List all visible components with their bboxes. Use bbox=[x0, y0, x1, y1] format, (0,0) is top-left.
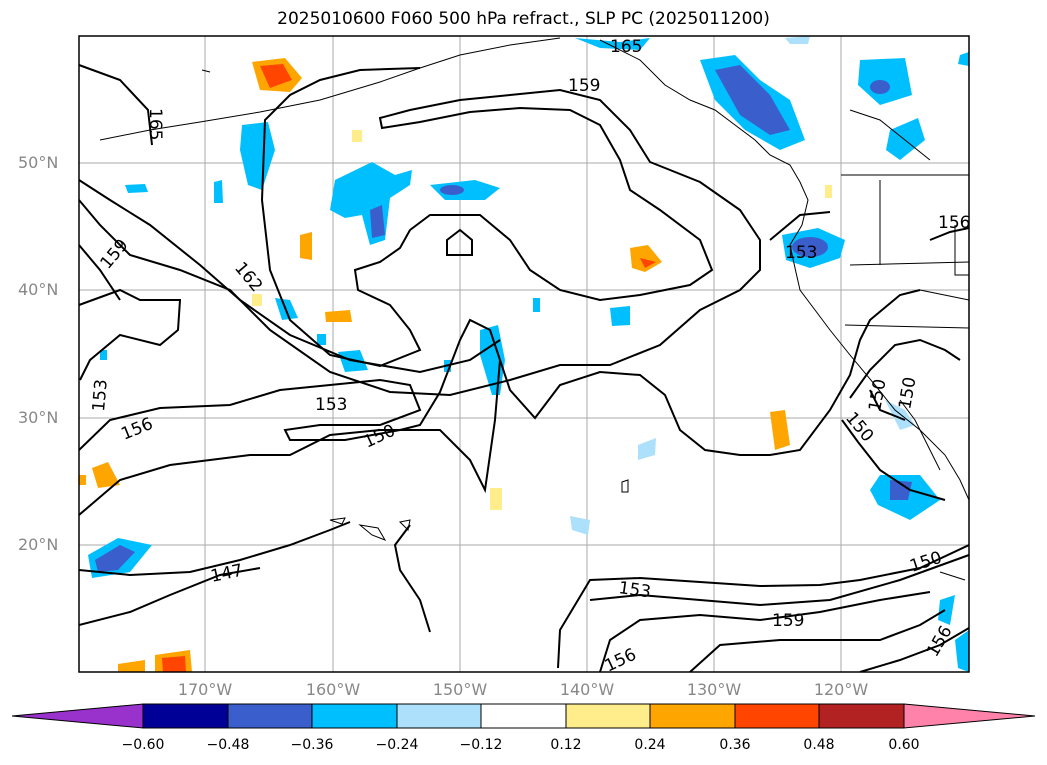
contour-label: 150 bbox=[895, 375, 920, 410]
anomaly-negative-region bbox=[886, 118, 925, 160]
colorbar-bin bbox=[311, 703, 398, 729]
anomaly-positive-region bbox=[92, 462, 120, 488]
anomaly-negative-region bbox=[938, 595, 955, 625]
anomaly-negative-region bbox=[870, 80, 890, 94]
colorbar-bin bbox=[142, 703, 229, 729]
colorbar-tick-label: 0.36 bbox=[719, 737, 751, 753]
anomaly-negative-region bbox=[330, 162, 412, 245]
islands bbox=[201, 69, 966, 581]
colorbar-tick-label: 0.48 bbox=[803, 737, 835, 753]
contour-label: 153 bbox=[315, 395, 347, 415]
anomaly-negative-region bbox=[100, 350, 107, 360]
contour-labels: 165 165 159 162 159 153 156 153 150 147 … bbox=[89, 37, 970, 677]
anomaly-positive-region bbox=[162, 656, 186, 672]
colorbar-bin bbox=[565, 703, 651, 729]
anomaly-positive-region bbox=[252, 294, 262, 306]
anomaly-negative-region bbox=[440, 185, 464, 195]
anomaly-negative-region bbox=[785, 36, 810, 44]
anomaly-negative-region bbox=[958, 52, 969, 66]
lon-label: 150°W bbox=[432, 680, 488, 699]
lat-label: 20°N bbox=[18, 535, 59, 554]
anomaly-negative-region bbox=[533, 298, 540, 312]
colorbar-bin bbox=[649, 703, 736, 729]
contour-label: 165 bbox=[145, 108, 165, 140]
contour-label: 150 bbox=[865, 377, 890, 412]
contour-label: 159 bbox=[772, 611, 804, 631]
colorbar bbox=[11, 703, 1036, 729]
gridlines bbox=[79, 36, 969, 672]
anomaly-positive-region bbox=[490, 488, 502, 510]
contour-label: 150 bbox=[841, 408, 877, 446]
contour-label: 165 bbox=[610, 37, 642, 57]
anomaly-positive-region bbox=[630, 245, 662, 272]
contour-label: 153 bbox=[785, 243, 817, 263]
anomaly-negative-region bbox=[575, 38, 650, 50]
anomaly-positive-region bbox=[640, 258, 656, 268]
colorbar-tick-label: −0.60 bbox=[121, 737, 165, 753]
colorbar-bin bbox=[818, 703, 905, 729]
colorbar-tick-label: 0.12 bbox=[550, 737, 582, 753]
contour-label: 150 bbox=[907, 548, 944, 577]
map-frame bbox=[78, 35, 970, 673]
anomaly-negative-region bbox=[370, 205, 385, 238]
contour-label: 159 bbox=[97, 235, 133, 273]
colorbar-bin bbox=[227, 703, 313, 729]
anomaly-fills bbox=[79, 36, 969, 672]
lon-label: 130°W bbox=[686, 680, 742, 699]
colorbar-tick-label: −0.24 bbox=[375, 737, 419, 753]
anomaly-negative-region bbox=[430, 180, 500, 200]
lon-label: 120°W bbox=[813, 680, 869, 699]
anomaly-positive-region bbox=[300, 232, 312, 260]
colorbar-tick-label: −0.48 bbox=[206, 737, 250, 753]
anomaly-negative-region bbox=[240, 122, 275, 190]
lat-label: 30°N bbox=[18, 408, 59, 427]
lon-label: 160°W bbox=[305, 680, 361, 699]
colorbar-tick-label: −0.12 bbox=[459, 737, 503, 753]
anomaly-negative-region bbox=[214, 180, 223, 203]
colorbar-extend-low bbox=[11, 703, 144, 729]
anomaly-negative-region bbox=[125, 184, 148, 193]
anomaly-negative-region bbox=[638, 438, 656, 460]
lon-label: 170°W bbox=[177, 680, 233, 699]
anomaly-negative-region bbox=[890, 480, 912, 500]
anomaly-negative-region bbox=[570, 516, 590, 535]
colorbar-bin bbox=[480, 703, 567, 729]
anomaly-positive-region bbox=[825, 185, 832, 198]
colorbar-bin bbox=[396, 703, 482, 729]
coastlines bbox=[99, 37, 969, 501]
anomaly-negative-region bbox=[792, 237, 828, 257]
colorbar-extend-high bbox=[903, 703, 1036, 729]
contour-label: 147 bbox=[209, 561, 245, 587]
map-title: 2025010600 F060 500 hPa refract., SLP PC… bbox=[277, 9, 770, 29]
anomaly-negative-region bbox=[610, 306, 630, 326]
lon-label: 140°W bbox=[559, 680, 615, 699]
colorbar-tick-label: 0.60 bbox=[888, 737, 920, 753]
anomaly-positive-region bbox=[325, 310, 352, 322]
contour-label: 156 bbox=[118, 414, 156, 445]
contour-label: 156 bbox=[923, 622, 957, 660]
anomaly-positive-region bbox=[118, 660, 145, 672]
contour-label: 153 bbox=[89, 378, 112, 412]
anomaly-positive-region bbox=[79, 475, 86, 485]
lat-label: 40°N bbox=[18, 280, 59, 299]
lat-label: 50°N bbox=[18, 153, 59, 172]
anomaly-negative-region bbox=[95, 545, 135, 572]
colorbar-tick-label: 0.24 bbox=[634, 737, 666, 753]
contour-label: 156 bbox=[938, 213, 970, 233]
contour-label: 159 bbox=[568, 76, 600, 96]
contour-label: 153 bbox=[617, 578, 652, 602]
colorbar-bin bbox=[734, 703, 820, 729]
anomaly-positive-region bbox=[770, 410, 790, 450]
anomaly-negative-region bbox=[715, 65, 790, 135]
height-contours bbox=[79, 64, 969, 672]
anomaly-negative-region bbox=[317, 334, 326, 345]
anomaly-positive-region bbox=[260, 64, 292, 88]
anomaly-positive-region bbox=[352, 130, 362, 142]
colorbar-tick-label: −0.36 bbox=[290, 737, 334, 753]
anomaly-negative-region bbox=[955, 630, 969, 672]
